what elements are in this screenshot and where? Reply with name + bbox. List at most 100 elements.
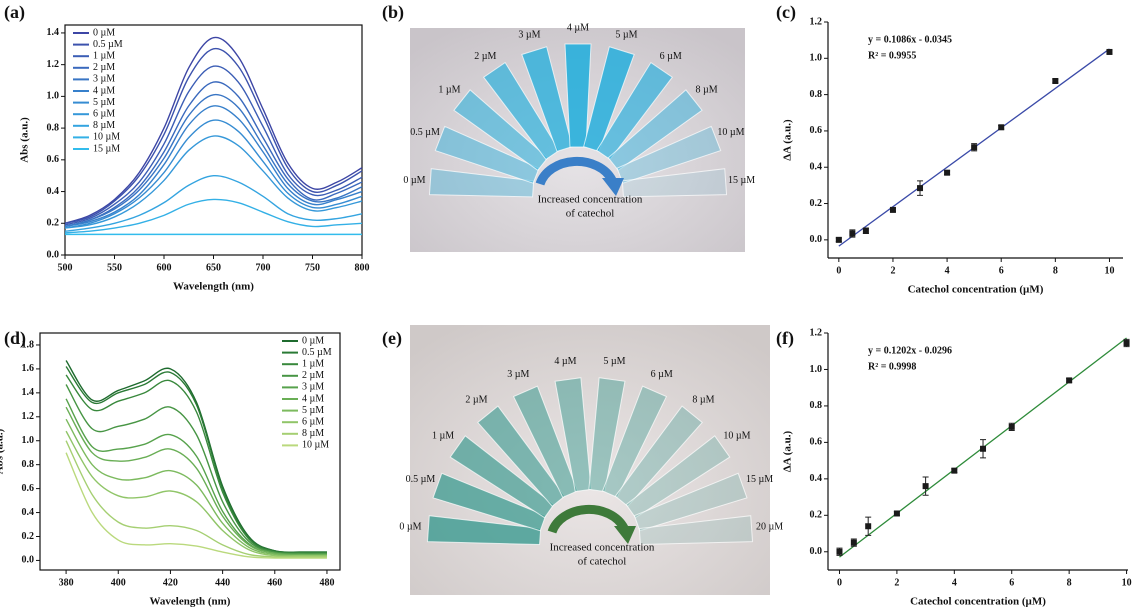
- data-point: [849, 230, 856, 237]
- x-tick-label: 750: [305, 262, 320, 273]
- tube-label: 1 µM: [432, 430, 454, 441]
- x-tick-label: 4: [945, 265, 950, 276]
- y-tick-label: 0.4: [810, 162, 823, 173]
- panel-label: (c): [776, 2, 796, 23]
- spectrum-line: [65, 440, 327, 558]
- data-point: [862, 227, 869, 234]
- tube: [428, 168, 535, 198]
- spectrum-line: [65, 452, 327, 559]
- data-point: [944, 169, 951, 176]
- data-point: [865, 523, 872, 530]
- tube: [607, 89, 703, 172]
- y-tick-label: 1.0: [810, 53, 823, 64]
- tube: [616, 125, 722, 184]
- caption: Increased concentration: [550, 542, 655, 554]
- tube-label: 0.5 µM: [410, 127, 440, 138]
- tube: [482, 61, 560, 161]
- x-tick-label: 380: [59, 577, 74, 588]
- y-tick-label: 1.2: [22, 411, 35, 422]
- x-tick-label: 460: [267, 577, 282, 588]
- spectrum-line: [65, 418, 327, 557]
- data-point: [1106, 48, 1113, 55]
- tube: [564, 43, 592, 148]
- x-tick-label: 440: [215, 577, 230, 588]
- y-tick-label: 1.0: [810, 364, 823, 375]
- y-tick-label: 0.4: [810, 473, 823, 484]
- tube-label: 0 µM: [399, 522, 421, 533]
- legend-label: 8 µM: [93, 120, 115, 131]
- data-point: [1066, 377, 1073, 384]
- plot-frame: [39, 332, 341, 571]
- tube: [434, 125, 540, 184]
- y-tick-label: 0.2: [810, 198, 823, 209]
- tube: [554, 377, 592, 493]
- y-tick-label: 0.4: [47, 186, 60, 197]
- x-tick-label: 0: [837, 577, 842, 588]
- spectrum-line: [65, 430, 327, 557]
- tube: [477, 405, 566, 507]
- spectrum-line: [64, 65, 363, 226]
- x-tick-label: 2: [894, 577, 899, 588]
- x-axis-title: Wavelength (nm): [150, 596, 231, 608]
- x-tick-label: 480: [319, 577, 334, 588]
- tube-label: 6 µM: [651, 369, 673, 380]
- x-axis-title: Catechol concentration (µM): [910, 596, 1046, 608]
- y-tick-label: 0.0: [810, 234, 823, 245]
- x-tick-label: 700: [256, 262, 271, 273]
- fit-equation: y = 0.1202x - 0.0296: [868, 345, 952, 356]
- tube-label: 8 µM: [692, 395, 714, 406]
- tube: [601, 385, 668, 498]
- data-point: [1008, 423, 1015, 430]
- y-axis-title: ΔA (a.u.): [782, 430, 794, 472]
- x-tick-label: 650: [206, 262, 221, 273]
- tube: [621, 168, 728, 198]
- x-tick-label: 0: [836, 265, 841, 276]
- tube: [596, 61, 674, 161]
- spectrum-line: [64, 174, 363, 232]
- y-tick-label: 1.0: [47, 91, 60, 102]
- tube: [453, 89, 549, 172]
- tube-label: 5 µM: [615, 30, 637, 41]
- tube-label: 15 µM: [746, 474, 773, 485]
- x-tick-label: 8: [1053, 265, 1058, 276]
- legend-label: 15 µM: [93, 143, 120, 154]
- tube-label: 4 µM: [567, 22, 589, 33]
- x-tick-label: 10: [1122, 577, 1132, 588]
- y-tick-label: 0.2: [22, 531, 35, 542]
- x-tick-label: 800: [355, 262, 370, 273]
- spectrum-line: [65, 384, 327, 555]
- legend-label: 3 µM: [302, 382, 324, 393]
- spectrum-line: [65, 406, 327, 556]
- y-axis-title: Abs (a.u.): [0, 428, 6, 474]
- data-point: [836, 548, 843, 555]
- y-tick-label: 1.2: [810, 16, 823, 27]
- panel-label: (f): [776, 328, 794, 349]
- y-tick-label: 1.2: [47, 59, 60, 70]
- tube-label: 3 µM: [518, 30, 540, 41]
- tube-label: 0.5 µM: [406, 474, 436, 485]
- y-tick-label: 1.8: [22, 339, 35, 350]
- spectrum-line: [64, 198, 363, 234]
- y-tick-label: 1.6: [22, 363, 35, 374]
- data-point: [1123, 340, 1130, 347]
- data-point: [1052, 78, 1059, 84]
- tube-label: 3 µM: [507, 369, 529, 380]
- legend-label: 0.5 µM: [93, 39, 123, 50]
- y-axis-title: ΔA (a.u.): [782, 119, 794, 161]
- tube: [633, 472, 748, 532]
- tube-label: 10 µM: [723, 430, 750, 441]
- spectrum-line: [64, 36, 363, 224]
- arrow-arc: [535, 156, 616, 186]
- spectrum-line: [64, 47, 363, 224]
- spectrum-line: [64, 105, 363, 228]
- legend-label: 2 µM: [93, 62, 115, 73]
- fit-equation: R² = 0.9998: [868, 361, 916, 372]
- legend-label: 0 µM: [93, 27, 115, 38]
- tube: [588, 377, 626, 493]
- spectrum-line: [64, 81, 363, 228]
- arrow-head: [602, 178, 624, 196]
- tube-label: 2 µM: [465, 395, 487, 406]
- caption: of catechol: [578, 556, 627, 568]
- data-point: [951, 467, 958, 474]
